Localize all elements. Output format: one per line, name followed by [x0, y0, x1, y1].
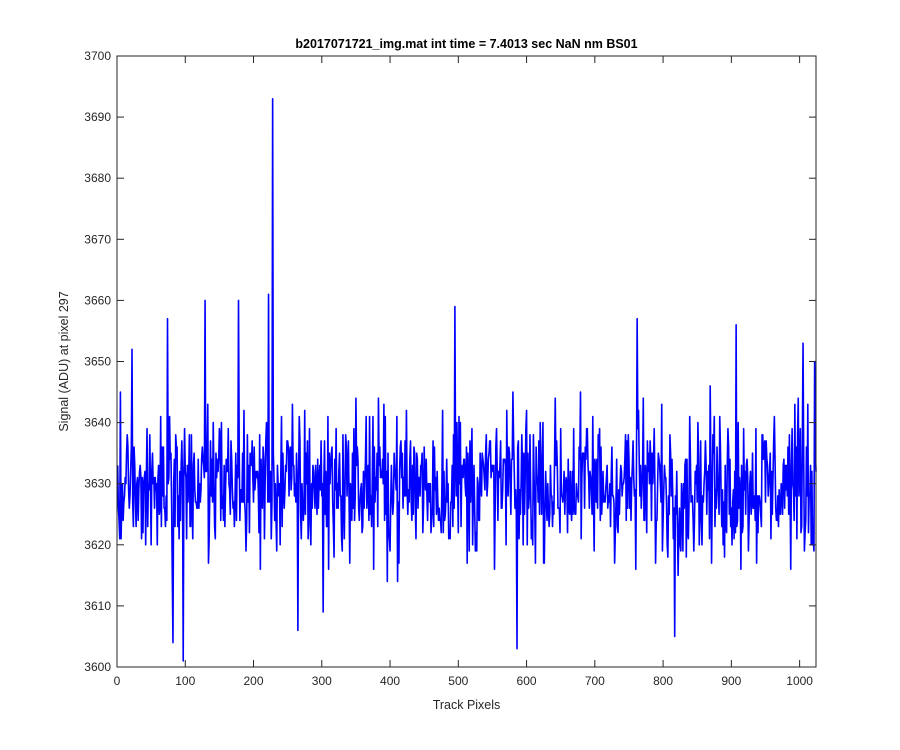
axes-box	[116, 55, 817, 668]
x-tick-label: 100	[175, 674, 195, 688]
y-tick-label: 3650	[84, 355, 111, 369]
x-tick-label: 600	[517, 674, 537, 688]
series-layer	[116, 97, 817, 662]
y-axis-ticks: 3600 3610 3620 3630 3640 3650 3660 3670 3680 3690…	[84, 49, 816, 674]
y-tick-label: 3700	[84, 49, 111, 63]
series-line	[116, 97, 817, 662]
x-axis-label: Track Pixels	[433, 698, 501, 712]
x-tick-label: 0	[114, 674, 121, 688]
y-tick-label: 3670	[84, 232, 111, 246]
x-tick-label: 1000	[786, 674, 813, 688]
x-tick-label: 800	[653, 674, 673, 688]
y-tick-label: 3630	[84, 477, 111, 491]
x-tick-label: 900	[721, 674, 741, 688]
y-tick-label: 3680	[84, 171, 111, 185]
x-tick-label: 700	[585, 674, 605, 688]
plot-area	[117, 56, 816, 667]
x-tick-label: 300	[312, 674, 332, 688]
x-axis-ticks: 0 100 200 300 400 500 600 700 800 900 1000	[114, 56, 813, 688]
y-tick-label: 3600	[84, 660, 111, 674]
y-tick-label: 3620	[84, 538, 111, 552]
y-tick-label: 3610	[84, 599, 111, 613]
y-tick-label: 3640	[84, 416, 111, 430]
x-tick-label: 500	[448, 674, 468, 688]
y-axis-label: Signal (ADU) at pixel 297	[57, 291, 71, 431]
chart-title: b2017071721_img.mat int time = 7.4013 se…	[295, 37, 637, 51]
y-tick-label: 3660	[84, 293, 111, 307]
x-tick-label: 200	[244, 674, 264, 688]
y-tick-label: 3690	[84, 110, 111, 124]
x-tick-label: 400	[380, 674, 400, 688]
